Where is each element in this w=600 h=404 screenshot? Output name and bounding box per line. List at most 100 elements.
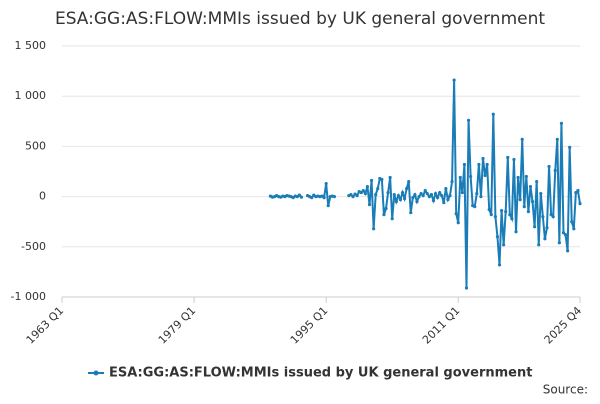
- point: [477, 162, 481, 167]
- point: [310, 196, 314, 200]
- point: [460, 190, 464, 195]
- point: [456, 221, 460, 225]
- point: [419, 191, 423, 196]
- point: [448, 193, 452, 198]
- point: [376, 186, 380, 191]
- point: [489, 213, 493, 217]
- point: [332, 195, 337, 199]
- point: [367, 203, 372, 207]
- point: [508, 213, 512, 217]
- point: [568, 145, 572, 150]
- point: [421, 193, 425, 198]
- point: [431, 199, 436, 203]
- point: [359, 190, 363, 195]
- point: [497, 263, 502, 267]
- point: [551, 215, 555, 219]
- point: [541, 215, 545, 219]
- legend-marker: [93, 370, 99, 376]
- point: [369, 178, 374, 183]
- point: [532, 225, 537, 229]
- point: [396, 193, 400, 198]
- point: [506, 155, 510, 160]
- point: [372, 227, 376, 231]
- point: [495, 235, 500, 239]
- point: [462, 162, 467, 167]
- point: [479, 195, 483, 199]
- point: [535, 179, 539, 184]
- point: [481, 156, 485, 161]
- point: [450, 179, 454, 184]
- point: [382, 213, 386, 217]
- point: [351, 195, 355, 199]
- point: [413, 192, 417, 197]
- point: [442, 201, 446, 205]
- point: [499, 209, 504, 213]
- point: [528, 184, 533, 189]
- point: [464, 286, 469, 290]
- point: [537, 243, 541, 247]
- point: [425, 191, 429, 196]
- point: [409, 211, 413, 215]
- chart-title: ESA:GG:AS:FLOW:MMIs issued by UK general…: [55, 9, 545, 29]
- point: [299, 195, 303, 199]
- point: [361, 188, 365, 193]
- point: [524, 174, 528, 179]
- point: [512, 157, 516, 162]
- point: [578, 202, 582, 206]
- x-tick-label: 1979 Q1: [156, 304, 199, 347]
- source: Source:: [543, 383, 588, 397]
- point: [473, 205, 477, 209]
- point: [415, 200, 419, 204]
- point: [297, 193, 301, 197]
- y-tick-label: -1 000: [11, 290, 46, 303]
- point: [549, 213, 553, 217]
- point: [491, 112, 495, 116]
- point: [374, 192, 378, 197]
- point: [427, 195, 431, 199]
- point: [394, 200, 398, 204]
- point: [446, 198, 450, 202]
- point: [475, 191, 479, 196]
- point: [388, 175, 392, 180]
- point: [417, 195, 421, 199]
- point: [402, 197, 407, 201]
- point: [324, 181, 328, 186]
- point: [487, 208, 491, 212]
- point: [485, 162, 489, 167]
- y-tick-label: 500: [25, 139, 46, 152]
- point: [572, 227, 576, 231]
- point: [561, 231, 566, 235]
- point: [433, 191, 438, 196]
- point: [392, 192, 396, 197]
- series-line: [270, 80, 581, 288]
- point: [400, 190, 405, 195]
- point: [504, 210, 508, 214]
- point: [502, 243, 506, 247]
- point: [576, 188, 580, 193]
- point: [493, 215, 497, 219]
- point: [469, 174, 473, 179]
- point: [520, 137, 524, 141]
- point: [423, 188, 427, 193]
- legend-label: ESA:GG:AS:FLOW:MMIs issued by UK general…: [109, 366, 532, 381]
- point: [559, 121, 564, 125]
- point: [545, 226, 549, 230]
- point: [522, 205, 526, 209]
- point: [363, 191, 367, 196]
- point: [407, 179, 411, 184]
- point: [326, 204, 330, 208]
- point: [530, 200, 535, 204]
- point: [557, 241, 561, 245]
- point: [390, 217, 394, 221]
- y-tick-label: -500: [21, 240, 46, 253]
- point: [510, 217, 514, 221]
- point: [444, 186, 448, 191]
- point: [526, 210, 531, 214]
- point: [570, 220, 574, 224]
- point: [380, 177, 384, 182]
- point: [365, 184, 370, 189]
- point: [483, 173, 487, 178]
- x-tick-label: 1995 Q1: [288, 304, 331, 347]
